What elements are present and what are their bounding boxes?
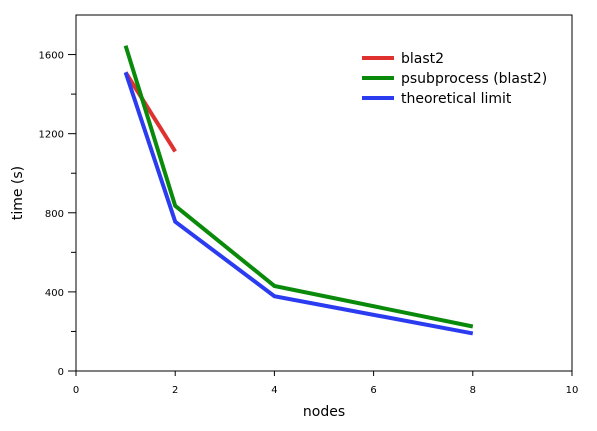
x-tick-label: 6 — [370, 385, 376, 396]
y-tick-label: 0 — [58, 367, 64, 378]
y-tick-label: 1600 — [39, 51, 64, 62]
y-tick-label: 400 — [45, 288, 64, 299]
plot-frame — [75, 14, 573, 372]
y-axis-title: time (s) — [10, 166, 26, 220]
y-tick-label: 800 — [45, 209, 64, 220]
series-line-2 — [123, 71, 474, 336]
x-tick-label: 10 — [566, 385, 579, 396]
x-tick-label: 2 — [172, 385, 178, 396]
y-tick-label: 1200 — [39, 130, 64, 141]
x-tick-label: 0 — [73, 385, 79, 396]
legend-label: psubprocess (blast2) — [401, 71, 547, 87]
legend-label: theoretical limit — [401, 91, 512, 107]
x-tick-label: 4 — [271, 385, 277, 396]
series-line-0 — [123, 71, 177, 153]
series-line-1 — [123, 45, 474, 329]
x-axis-title: nodes — [303, 404, 345, 420]
legend-label: blast2 — [401, 51, 444, 67]
x-tick-label: 8 — [470, 385, 476, 396]
